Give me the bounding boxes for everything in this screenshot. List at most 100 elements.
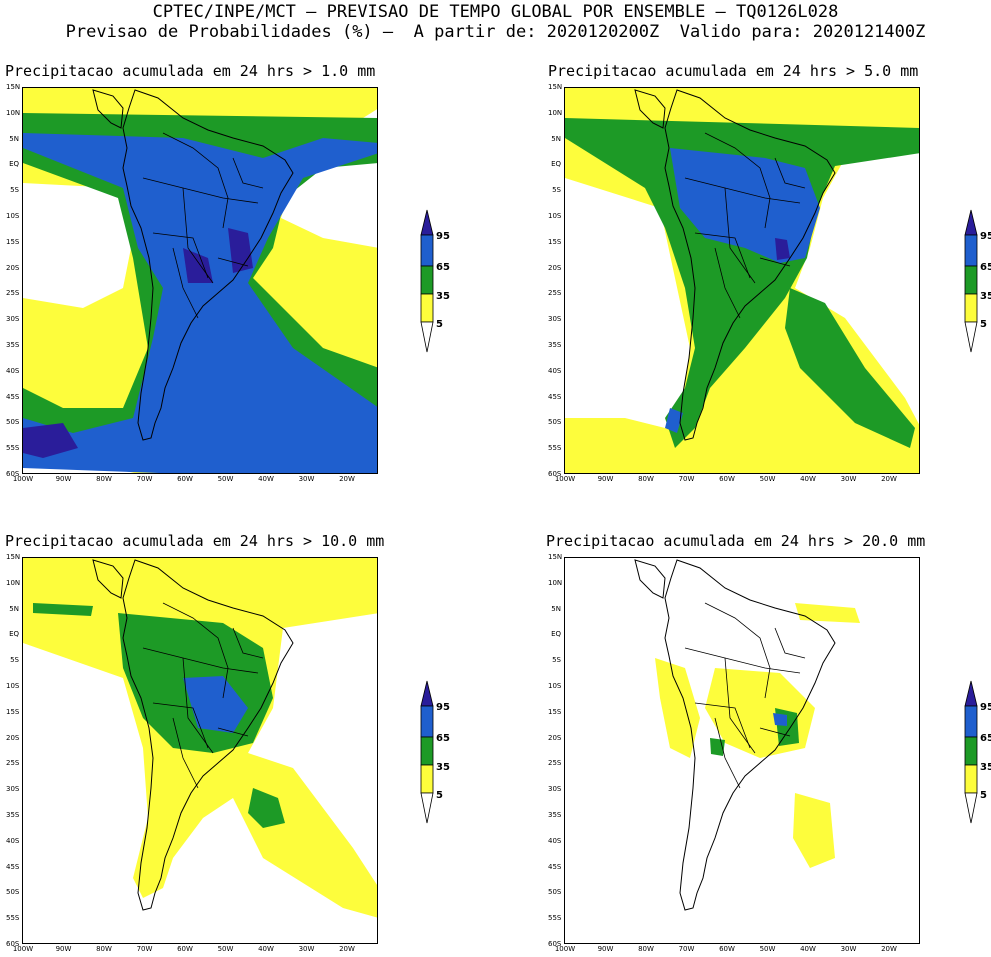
longitude-label: 20W xyxy=(339,945,355,953)
longitude-label: 80W xyxy=(638,475,654,483)
latitude-label: 10N xyxy=(6,108,21,117)
latitude-label: 10N xyxy=(548,108,563,117)
country-border xyxy=(162,602,229,699)
probability-area xyxy=(775,238,790,260)
colorbar-segment xyxy=(964,736,978,766)
longitude-label: 80W xyxy=(96,945,112,953)
latitude-label: 10N xyxy=(6,578,21,587)
latitude-label: 15S xyxy=(6,237,20,246)
south-america-coastline xyxy=(664,89,836,441)
panel-3-map xyxy=(22,557,378,944)
country-border xyxy=(217,257,249,267)
latitude-label: 5N xyxy=(551,604,561,613)
probability-area xyxy=(183,676,248,733)
longitude-label: 30W xyxy=(298,475,315,483)
latitude-label: 25S xyxy=(6,759,20,768)
probability-area xyxy=(23,423,78,458)
country-border xyxy=(217,727,249,737)
longitude-label: 40W xyxy=(258,945,274,953)
longitude-label: 80W xyxy=(638,945,654,953)
country-border xyxy=(774,157,806,189)
longitude-label: 40W xyxy=(800,475,816,483)
colorbar-segment xyxy=(420,764,434,794)
latitude-label: 25S xyxy=(548,289,562,298)
country-border xyxy=(152,702,209,749)
latitude-label: 60S xyxy=(548,470,562,478)
longitude-label: 60W xyxy=(177,945,193,953)
probability-area xyxy=(785,288,915,448)
latitude-label: 60S xyxy=(6,940,20,948)
latitude-label: 10S xyxy=(6,682,20,690)
colorbar-segment xyxy=(964,265,978,295)
country-border xyxy=(714,717,741,789)
longitude-label: 60W xyxy=(177,475,193,483)
longitude-label: 80W xyxy=(96,475,112,483)
panel-4-map xyxy=(564,557,920,944)
colorbar-segment xyxy=(964,321,978,353)
latitude-label: 35S xyxy=(548,341,562,349)
country-border xyxy=(182,657,214,754)
probability-field xyxy=(634,559,860,911)
latitude-label: 15N xyxy=(548,553,563,561)
longitude-label: 40W xyxy=(258,475,274,483)
country-border xyxy=(774,627,806,659)
country-border xyxy=(182,187,214,284)
latitude-label: 50S xyxy=(548,418,562,427)
longitude-label: 100W xyxy=(554,475,576,483)
colorbar-segment xyxy=(964,680,978,707)
latitude-label: 20S xyxy=(548,263,562,272)
longitude-label: 50W xyxy=(217,945,234,953)
latitude-label: 50S xyxy=(548,888,562,897)
latitude-label: 15S xyxy=(548,237,562,246)
panel-1-title: Precipitacao acumulada em 24 hrs > 1.0 m… xyxy=(5,62,376,80)
colorbar-segment xyxy=(420,736,434,766)
latitude-label: EQ xyxy=(551,160,561,169)
colorbar-segment xyxy=(420,265,434,295)
country-border xyxy=(684,177,801,204)
probability-area xyxy=(773,713,787,726)
main-subtitle: Previsao de Probabilidades (%) – A parti… xyxy=(65,22,926,42)
colorbar-segment xyxy=(964,705,978,738)
latitude-label: 30S xyxy=(6,785,20,794)
country-border xyxy=(684,647,801,674)
latitude-label: 5N xyxy=(9,134,19,143)
latitude-label: EQ xyxy=(551,630,561,639)
panel-3-title: Precipitacao acumulada em 24 hrs > 10.0 … xyxy=(5,532,385,550)
longitude-label: 90W xyxy=(597,475,614,483)
latitude-label: EQ xyxy=(9,630,19,639)
latitude-label: EQ xyxy=(9,160,19,169)
panel-1-map xyxy=(22,87,378,474)
probability-area xyxy=(795,603,860,623)
probability-area xyxy=(228,228,253,273)
central-america-coastline xyxy=(92,89,124,129)
probability-area xyxy=(23,133,377,473)
colorbar-segment xyxy=(420,209,434,236)
longitude-label: 30W xyxy=(840,945,857,953)
colorbar-level-label: 35 xyxy=(436,762,450,773)
latitude-label: 40S xyxy=(6,836,20,845)
colorbar-level-label: 65 xyxy=(436,262,450,273)
colorbar-level-label: 95 xyxy=(980,231,991,242)
longitude-label: 30W xyxy=(298,945,315,953)
longitude-label: 100W xyxy=(12,945,34,953)
latitude-label: 35S xyxy=(6,341,20,349)
longitude-label: 90W xyxy=(55,475,72,483)
latitude-label: 55S xyxy=(548,914,562,923)
colorbar-level-label: 95 xyxy=(436,702,450,713)
latitude-label: 50S xyxy=(6,888,20,897)
south-america-coastline xyxy=(664,559,836,911)
latitude-label: 5S xyxy=(10,656,19,665)
colorbar-segment xyxy=(420,293,434,323)
country-border xyxy=(162,132,229,229)
country-border xyxy=(714,247,741,319)
latitude-label: 30S xyxy=(6,315,20,324)
latitude-label: 30S xyxy=(548,785,562,794)
longitude-label: 20W xyxy=(881,475,897,483)
latitude-label: 30S xyxy=(548,315,562,324)
latitude-label: 5N xyxy=(9,604,19,613)
country-border xyxy=(704,132,771,229)
panel-2-map xyxy=(564,87,920,474)
latitude-label: 55S xyxy=(548,444,562,453)
probability-area xyxy=(710,738,725,756)
latitude-label: 40S xyxy=(548,366,562,375)
